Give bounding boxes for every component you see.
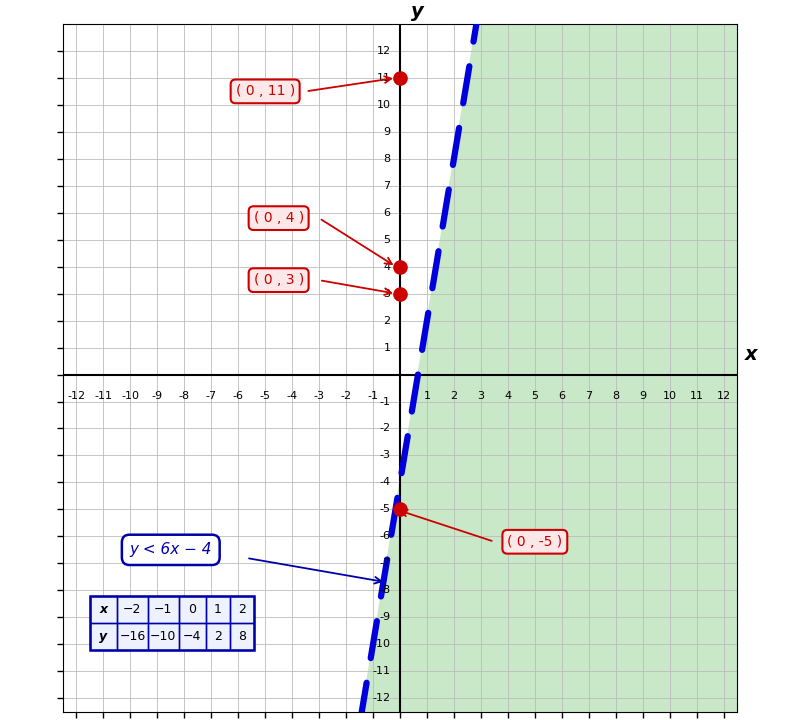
- Text: 0: 0: [188, 603, 196, 616]
- Text: −2: −2: [123, 603, 142, 616]
- Text: −4: −4: [183, 630, 202, 643]
- Text: -2: -2: [341, 391, 352, 401]
- Text: -9: -9: [379, 612, 390, 622]
- Text: -7: -7: [206, 391, 217, 401]
- Text: -4: -4: [379, 477, 390, 487]
- Text: 6: 6: [558, 391, 566, 401]
- Text: 4: 4: [383, 261, 390, 271]
- Text: 7: 7: [383, 181, 390, 191]
- Text: 9: 9: [639, 391, 646, 401]
- Text: -3: -3: [314, 391, 325, 401]
- Text: -4: -4: [286, 391, 298, 401]
- Text: 8: 8: [383, 154, 390, 163]
- Text: 3: 3: [478, 391, 485, 401]
- Text: 9: 9: [383, 127, 390, 137]
- Text: 1: 1: [423, 391, 430, 401]
- Text: 10: 10: [662, 391, 677, 401]
- Point: [394, 261, 406, 272]
- Text: -1: -1: [379, 397, 390, 407]
- Text: -2: -2: [379, 423, 390, 433]
- Text: 3: 3: [383, 289, 390, 299]
- Text: 10: 10: [377, 100, 390, 110]
- Text: 8: 8: [238, 630, 246, 643]
- Text: ( 0 , 3 ): ( 0 , 3 ): [254, 273, 304, 287]
- Text: 11: 11: [690, 391, 704, 401]
- FancyBboxPatch shape: [90, 595, 254, 649]
- Text: ( 0 , 4 ): ( 0 , 4 ): [254, 211, 304, 225]
- Text: -10: -10: [373, 639, 390, 649]
- Text: -10: -10: [122, 391, 139, 401]
- Text: 1: 1: [214, 603, 222, 616]
- Text: −16: −16: [119, 630, 146, 643]
- Text: x: x: [99, 603, 107, 616]
- Text: -7: -7: [379, 558, 390, 568]
- Text: -9: -9: [152, 391, 163, 401]
- Text: -11: -11: [94, 391, 112, 401]
- Text: -1: -1: [367, 391, 378, 401]
- Point: [394, 72, 406, 84]
- Text: ( 0 , 11 ): ( 0 , 11 ): [235, 84, 294, 99]
- Text: 2: 2: [450, 391, 458, 401]
- Text: y < 6x − 4: y < 6x − 4: [130, 542, 212, 557]
- Text: 5: 5: [531, 391, 538, 401]
- Text: y: y: [99, 630, 107, 643]
- Text: -6: -6: [233, 391, 244, 401]
- Text: −1: −1: [154, 603, 173, 616]
- Text: 12: 12: [377, 46, 390, 56]
- Text: 1: 1: [383, 343, 390, 353]
- Text: 5: 5: [383, 235, 390, 245]
- Text: -3: -3: [379, 451, 390, 461]
- Text: -11: -11: [373, 666, 390, 676]
- Text: -12: -12: [67, 391, 86, 401]
- Point: [394, 288, 406, 300]
- Text: y: y: [410, 2, 423, 22]
- Text: -12: -12: [373, 693, 390, 703]
- Text: 7: 7: [586, 391, 592, 401]
- Text: -8: -8: [178, 391, 190, 401]
- Text: 11: 11: [377, 73, 390, 83]
- Text: ( 0 , -5 ): ( 0 , -5 ): [507, 535, 562, 549]
- Text: 2: 2: [238, 603, 246, 616]
- Text: -5: -5: [379, 505, 390, 514]
- Text: 2: 2: [214, 630, 222, 643]
- Text: 6: 6: [383, 208, 390, 217]
- Text: -8: -8: [379, 585, 390, 595]
- Text: 4: 4: [504, 391, 511, 401]
- Text: -6: -6: [379, 531, 390, 541]
- Text: −10: −10: [150, 630, 177, 643]
- Text: -5: -5: [260, 391, 270, 401]
- Polygon shape: [362, 24, 737, 711]
- Text: 2: 2: [383, 315, 390, 325]
- Text: x: x: [746, 345, 758, 364]
- Text: 8: 8: [612, 391, 619, 401]
- Point: [394, 503, 406, 515]
- Text: 12: 12: [717, 391, 730, 401]
